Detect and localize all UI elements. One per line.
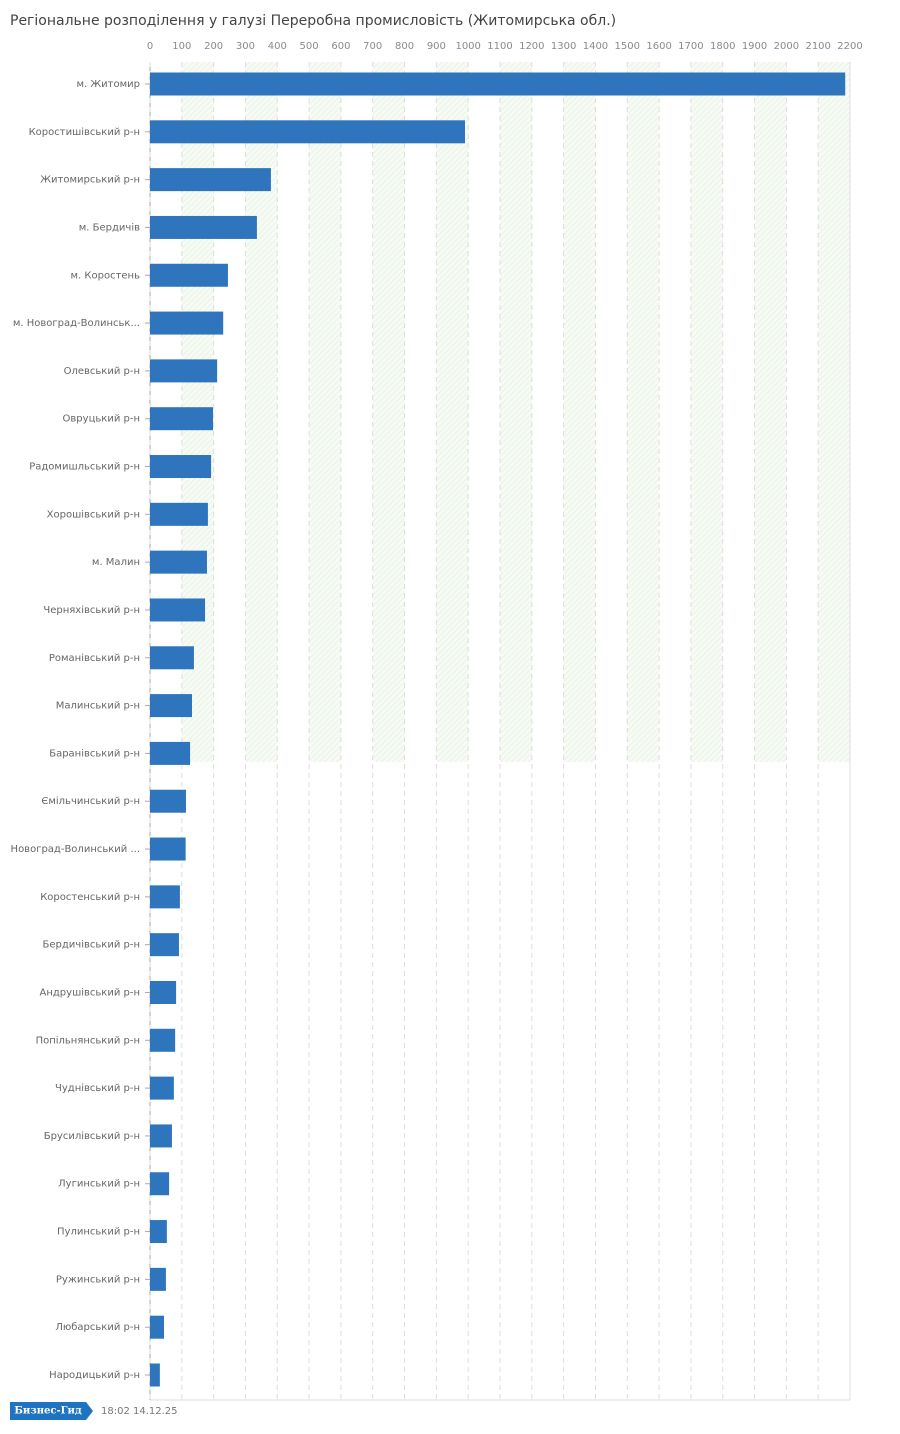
x-tick-label: 600: [331, 41, 350, 52]
x-tick-label: 1800: [710, 41, 735, 52]
bar: [150, 72, 846, 96]
y-tick-label: Ружинський р-н: [56, 1274, 140, 1285]
x-tick-label: 900: [427, 41, 446, 52]
bar: [150, 837, 186, 861]
bar: [150, 359, 218, 383]
y-tick-label: Коростишівський р-н: [29, 126, 140, 138]
timestamp: 18:02 14.12.25: [101, 1406, 178, 1417]
y-tick-label: Коростенський р-н: [40, 892, 140, 903]
background-band: [372, 62, 405, 762]
y-tick-label: Радомишльський р-н: [29, 462, 140, 473]
x-tick-label: 1600: [646, 41, 671, 52]
bar: [150, 980, 177, 1004]
y-tick-label: Пулинський р-н: [57, 1227, 140, 1238]
footer-logo: Бизнес-Гид: [10, 1402, 93, 1420]
background-band: [436, 62, 469, 762]
chart-title: Регіональне розподілення у галузі Переро…: [10, 13, 616, 29]
bar: [150, 646, 194, 670]
bar: [150, 933, 179, 957]
bar: [150, 1315, 164, 1339]
y-tick-label: Новоград-Волинський ...: [11, 844, 140, 855]
y-tick-label: м. Новоград-Волинськ...: [13, 318, 140, 329]
x-tick-label: 1100: [487, 41, 512, 52]
y-tick-label: Овруцький р-н: [63, 414, 140, 425]
x-tick-label: 1300: [551, 41, 576, 52]
y-tick-label: Бердичівський р-н: [43, 939, 140, 951]
bar: [150, 1124, 172, 1148]
bar: [150, 1220, 167, 1244]
y-tick-label: Чуднівський р-н: [55, 1082, 140, 1094]
y-tick-label: Попільнянський р-н: [36, 1034, 140, 1046]
bar: [150, 694, 192, 718]
x-tick-label: 200: [204, 41, 223, 52]
bar: [150, 502, 208, 526]
background-band: [245, 62, 278, 762]
y-tick-label: Житомирський р-н: [40, 175, 140, 186]
y-tick-label: Олевський р-н: [64, 366, 140, 377]
y-tick-label: Брусилівський р-н: [44, 1130, 140, 1142]
y-tick-label: Любарський р-н: [55, 1322, 140, 1333]
bar: [150, 1363, 160, 1387]
logo-text: Бизнес-Гид: [14, 1406, 82, 1417]
y-tick-label: Ємільчинський р-н: [41, 795, 140, 807]
x-tick-label: 2100: [805, 41, 830, 52]
background-band: [309, 62, 341, 762]
bar: [150, 311, 224, 335]
x-tick-label: 400: [268, 41, 287, 52]
x-tick-label: 1400: [583, 41, 608, 52]
y-tick-label: Народицький р-н: [49, 1370, 140, 1381]
x-tick-label: 1500: [615, 41, 640, 52]
x-tick-label: 1000: [455, 41, 480, 52]
background-band: [754, 62, 787, 762]
bar: [150, 1267, 166, 1291]
x-tick-label: 100: [172, 41, 191, 52]
background-band: [563, 62, 596, 762]
bar: [150, 455, 212, 479]
bar: [150, 1076, 174, 1100]
background-band: [690, 62, 723, 762]
x-tick-label: 800: [395, 41, 414, 52]
x-tick-label: 700: [363, 41, 382, 52]
y-tick-label: м. Малин: [92, 557, 140, 568]
x-tick-label: 0: [147, 41, 153, 52]
background-band: [818, 62, 850, 762]
y-tick-label: Андрушівський р-н: [40, 986, 140, 998]
bar: [150, 215, 257, 239]
bar: [150, 1028, 176, 1052]
y-tick-label: м. Коростень: [71, 270, 141, 281]
x-tick-label: 1900: [742, 41, 767, 52]
bar: [150, 741, 191, 765]
bar: [150, 789, 186, 813]
y-tick-label: м. Житомир: [76, 79, 140, 90]
bar: [150, 550, 207, 574]
x-tick-label: 1200: [519, 41, 544, 52]
y-tick-label: Лугинський р-н: [58, 1179, 140, 1190]
bar: [150, 263, 228, 287]
bar: [150, 168, 271, 192]
x-tick-label: 300: [236, 41, 255, 52]
y-tick-label: Хорошівський р-н: [47, 508, 140, 520]
x-tick-label: 500: [300, 41, 319, 52]
bar: [150, 885, 180, 909]
y-tick-label: Романівський р-н: [49, 652, 140, 664]
y-tick-label: Малинський р-н: [56, 701, 140, 712]
bar: [150, 1172, 170, 1196]
x-tick-label: 1700: [678, 41, 703, 52]
bar: [150, 120, 465, 144]
y-tick-label: Баранівський р-н: [49, 747, 140, 759]
background-band: [627, 62, 660, 762]
bar: [150, 598, 206, 622]
x-tick-label: 2200: [837, 41, 862, 52]
y-tick-label: м. Бердичів: [79, 221, 140, 233]
y-tick-label: Черняхівський р-н: [43, 604, 140, 616]
background-band: [500, 62, 532, 762]
x-tick-label: 2000: [774, 41, 799, 52]
bar: [150, 407, 213, 431]
